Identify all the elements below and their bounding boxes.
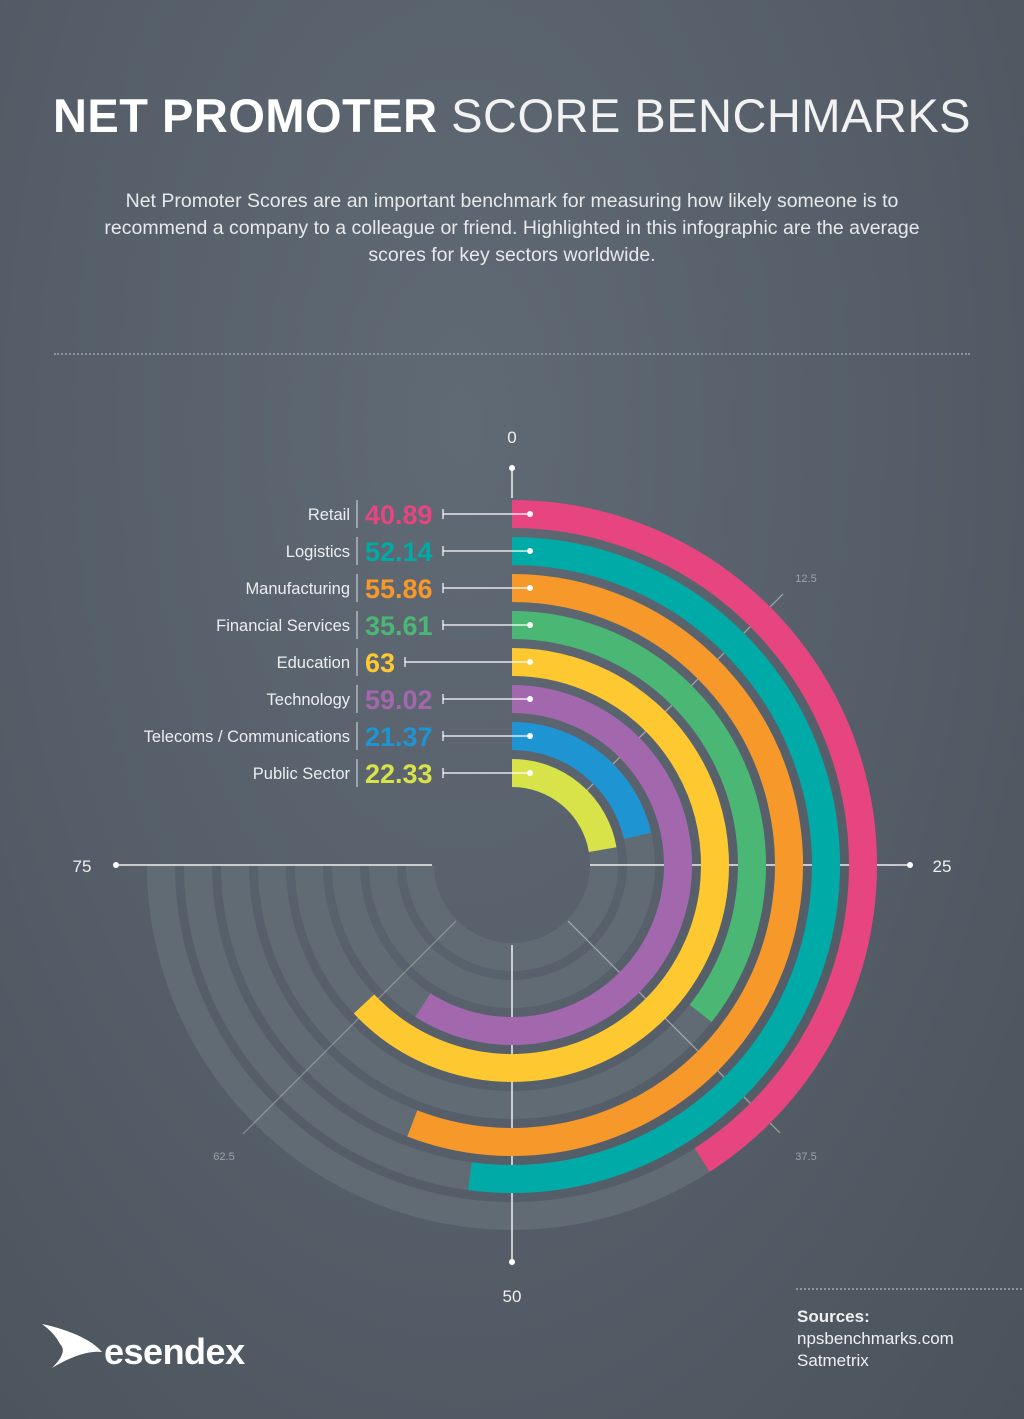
category-label: Financial Services [216, 617, 350, 635]
category-label: Technology [267, 691, 351, 709]
bar-layer [353, 500, 877, 1193]
value-label: 52.14 [365, 537, 433, 567]
bar-7 [511, 759, 617, 853]
label-layer: 0 25 50 75 12.5 37.5 62.5 Retail 40.89 Logistics 5… [73, 428, 952, 1306]
leader-dot [527, 622, 533, 628]
axis-dot-75 [113, 862, 119, 868]
bar-1 [468, 537, 840, 1193]
category-label: Telecoms / Communications [144, 728, 350, 746]
leader-dot [527, 585, 533, 591]
title-bold: NET PROMOTER [52, 89, 438, 142]
value-label: 59.02 [365, 685, 433, 715]
leader-dot [527, 511, 533, 517]
axis-dot-50 [509, 1259, 515, 1265]
value-label: 55.86 [365, 574, 433, 604]
esendex-logo: esendex [42, 1324, 246, 1372]
axis-minor-label: 12.5 [795, 573, 816, 585]
leader-dot [527, 770, 533, 776]
leader-dot [527, 659, 533, 665]
value-label: 21.37 [365, 722, 433, 752]
guide-62-5 [242, 920, 457, 1135]
value-label: 63 [365, 648, 395, 678]
axis-minor-label: 62.5 [213, 1151, 234, 1163]
value-label: 22.33 [365, 759, 433, 789]
divider-top [54, 353, 970, 355]
logo-wordmark: esendex [104, 1331, 245, 1372]
axis-tick-label: 25 [933, 857, 952, 876]
guide-37-5 [567, 920, 781, 1134]
axis-minor-label: 37.5 [795, 1151, 816, 1163]
leader-dot [527, 696, 533, 702]
sources-divider [796, 1288, 1022, 1290]
category-label: Public Sector [253, 765, 351, 783]
category-label: Retail [308, 506, 350, 524]
page-title: NET PROMOTER SCORE BENCHMARKS [0, 86, 1024, 146]
leader-dot [527, 548, 533, 554]
bar-6 [511, 722, 652, 840]
value-label: 40.89 [365, 500, 433, 530]
value-label: 35.61 [365, 611, 433, 641]
source-item: Satmetrix [797, 1351, 869, 1370]
bar-0 [511, 500, 877, 1172]
bar-5 [415, 685, 692, 1045]
sources-heading: Sources: [797, 1307, 870, 1326]
category-label: Logistics [286, 543, 350, 561]
sources-block: Sources: npsbenchmarks.com Satmetrix [797, 1306, 954, 1372]
intro-text: Net Promoter Scores are an important ben… [104, 190, 920, 266]
axis-dot-0 [509, 465, 515, 471]
axis-tick-label: 0 [507, 428, 516, 447]
logo-swoosh-icon [42, 1324, 102, 1368]
bar-4 [353, 648, 729, 1082]
leader-dot [527, 733, 533, 739]
category-label: Manufacturing [245, 580, 350, 598]
source-item: npsbenchmarks.com [797, 1329, 954, 1348]
bar-2 [407, 574, 803, 1156]
axis-dot-25 [907, 862, 913, 868]
bar-3 [511, 611, 766, 1023]
axis-tick-label: 50 [503, 1287, 522, 1306]
axis-tick-label: 75 [73, 857, 92, 876]
category-label: Education [277, 654, 350, 672]
title-light: SCORE BENCHMARKS [451, 89, 972, 142]
